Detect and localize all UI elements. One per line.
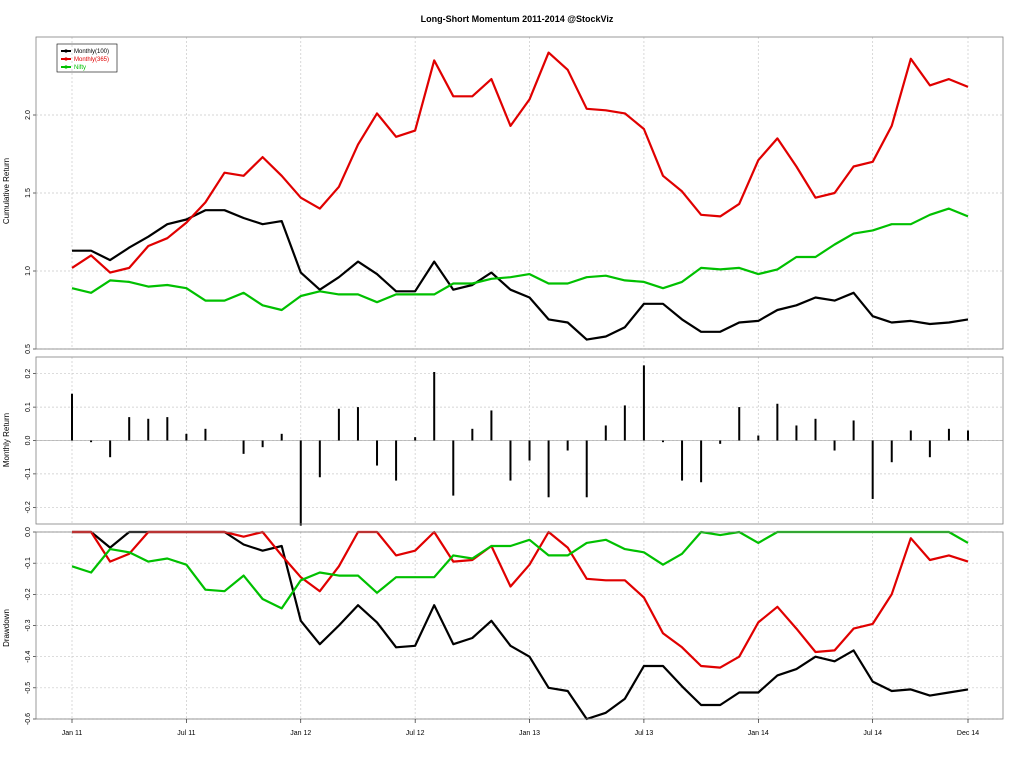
y-tick-label: 0.1 — [25, 402, 32, 412]
gridlines — [36, 531, 1003, 720]
x-tick-label: Jan 12 — [290, 730, 311, 737]
series-group — [71, 51, 969, 341]
y-tick-label: 2.0 — [25, 110, 32, 120]
y-tick-label: 0.5 — [25, 344, 32, 354]
x-axis: Jan 11 Jul 11 Jan 12 Jul 12 Jan 13 Jul 13 Jan … — [62, 719, 979, 737]
y-axis-label: Monthly Return — [2, 413, 11, 467]
y-tick-label: 0.2 — [25, 369, 32, 379]
series-line-nifty — [71, 207, 969, 312]
y-tick-label: 0.0 — [25, 436, 32, 446]
chart-title: Long-Short Momentum 2011-2014 @StockViz — [421, 14, 614, 24]
series-line-monthly-365 — [72, 530, 969, 669]
y-tick-label: -0.2 — [25, 501, 32, 513]
gridlines — [36, 37, 1003, 350]
legend: Monthly(100) Monthly(365) Nifty — [56, 43, 118, 73]
y-tick-label: 1.5 — [25, 188, 32, 198]
series-group — [36, 365, 1003, 526]
legend-item-nifty: Nifty — [74, 65, 86, 71]
legend-marker — [64, 57, 68, 61]
y-tick-label: -0.2 — [25, 588, 32, 600]
panel-frame — [35, 36, 1004, 350]
drawdown-panel: Drawdown -0.6 -0.5 -0.4 -0.3 -0.2 -0.1 0.0 — [2, 527, 1004, 725]
series-line-nifty — [71, 530, 969, 610]
y-tick-label: 1.0 — [25, 266, 32, 276]
y-tick-label: -0.3 — [25, 619, 32, 631]
x-tick-label: Jan 14 — [748, 730, 769, 737]
y-tick-label: -0.5 — [25, 682, 32, 694]
y-tick-label: 0.0 — [25, 527, 32, 537]
panel-frame — [35, 356, 1004, 525]
cumulative-return-panel: Cumulative Return Monthly(100) Monthly(3… — [2, 36, 1004, 354]
legend-item-monthly-365: Monthly(365) — [74, 57, 109, 63]
y-axis-label: Drawdown — [2, 609, 11, 647]
series-line-monthly-365 — [71, 51, 969, 274]
y-tick-label: -0.6 — [25, 713, 32, 725]
x-tick-label: Dec 14 — [957, 730, 979, 737]
legend-marker — [64, 49, 68, 53]
y-tick-label: -0.1 — [25, 468, 32, 480]
panel-frame — [35, 531, 1004, 720]
y-axis-label: Cumulative Return — [2, 158, 11, 224]
legend-marker — [64, 65, 68, 69]
x-tick-label: Jul 12 — [406, 730, 425, 737]
x-tick-label: Jul 13 — [635, 730, 654, 737]
legend-item-monthly-100: Monthly(100) — [74, 49, 109, 55]
x-tick-label: Jan 11 — [62, 730, 83, 737]
series-line-monthly-100 — [72, 209, 969, 341]
y-tick-label: -0.4 — [25, 651, 32, 663]
monthly-return-panel: Monthly Return -0.2 -0.1 0.0 0.1 0.2 — [2, 356, 1004, 526]
y-tick-label: -0.1 — [25, 557, 32, 569]
x-tick-label: Jul 14 — [863, 730, 882, 737]
x-tick-label: Jul 11 — [177, 730, 195, 737]
x-tick-label: Jan 13 — [519, 730, 540, 737]
